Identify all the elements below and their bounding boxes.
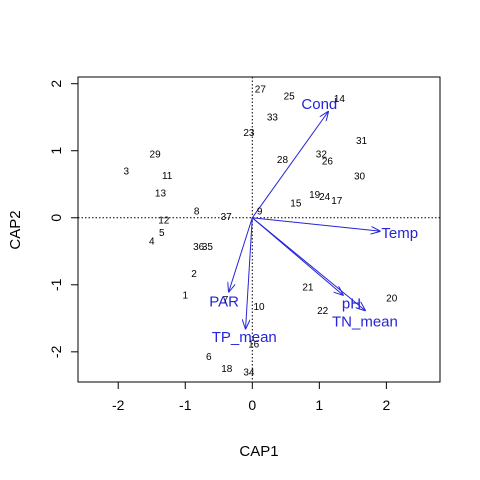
- site-label-29: 29: [150, 150, 162, 161]
- vector-label-tp-mean: TP_mean: [212, 329, 277, 346]
- site-label-20: 20: [386, 294, 398, 305]
- site-label-17: 17: [331, 196, 343, 207]
- site-label-28: 28: [277, 155, 289, 166]
- x-tick-label: -2: [112, 397, 125, 413]
- site-label-3: 3: [123, 166, 129, 177]
- site-label-9: 9: [257, 207, 263, 218]
- plot-frame: [77, 76, 441, 383]
- site-label-34: 34: [243, 367, 255, 378]
- site-label-31: 31: [356, 136, 368, 147]
- vector-label-tn-mean: TN_mean: [332, 314, 398, 331]
- y-tick-label: 1: [48, 147, 64, 155]
- site-label-30: 30: [354, 172, 366, 183]
- site-label-27: 27: [255, 85, 267, 96]
- y-axis: -2 -1 0 1 2: [48, 80, 78, 358]
- site-label-4: 4: [149, 237, 155, 248]
- x-tick-label: 1: [315, 397, 323, 413]
- y-axis-title: CAP2: [7, 210, 24, 249]
- site-label-36: 36: [193, 242, 205, 253]
- site-label-23: 23: [243, 128, 255, 139]
- x-tick-label: -1: [179, 397, 192, 413]
- site-label-15: 15: [290, 199, 302, 210]
- vector-arrow-tn-mean: [251, 217, 365, 311]
- site-label-11: 11: [162, 171, 173, 182]
- vector-arrow-par: [229, 217, 253, 292]
- site-label-2: 2: [191, 269, 197, 280]
- site-label-22: 22: [317, 306, 329, 317]
- site-label-26: 26: [322, 156, 334, 167]
- vector-arrow-temp: [252, 217, 379, 231]
- site-label-16: 16: [248, 339, 260, 350]
- site-label-5: 5: [159, 228, 165, 239]
- x-tick-label: 2: [382, 397, 390, 413]
- site-label-25: 25: [284, 91, 296, 102]
- site-label-14: 14: [334, 94, 346, 105]
- y-tick-label: 0: [48, 214, 64, 222]
- x-axis-title: CAP1: [239, 443, 278, 460]
- x-tick-label: 0: [248, 397, 256, 413]
- site-label-1: 1: [182, 290, 188, 301]
- y-tick-label: -2: [48, 345, 64, 358]
- vector-arrow-cond: [251, 112, 328, 219]
- y-tick-label: -1: [48, 278, 64, 291]
- site-label-37: 37: [221, 212, 233, 223]
- site-label-32: 32: [316, 150, 328, 161]
- site-label-18: 18: [221, 364, 233, 375]
- reference-lines: [78, 77, 440, 382]
- site-label-8: 8: [194, 207, 200, 218]
- y-tick-label: 2: [48, 80, 64, 88]
- site-label-21: 21: [302, 282, 314, 293]
- vector-label-temp: Temp: [381, 225, 418, 242]
- vector-label-par: PAR: [209, 294, 239, 311]
- site-label-13: 13: [155, 188, 167, 199]
- site-label-24: 24: [319, 192, 331, 203]
- x-axis: -2 -1 0 1 2: [112, 382, 390, 413]
- vector-label-ph: pH: [342, 296, 361, 313]
- site-label-6: 6: [206, 352, 212, 363]
- vector-arrow-tp-mean: [246, 217, 253, 329]
- site-label-10: 10: [253, 302, 265, 313]
- site-label-12: 12: [158, 215, 170, 226]
- site-label-33: 33: [267, 113, 279, 124]
- vector-label-cond: Cond: [301, 96, 337, 113]
- site-label-19: 19: [309, 190, 321, 201]
- site-label-7: 7: [223, 295, 229, 306]
- site-label-35: 35: [202, 242, 214, 253]
